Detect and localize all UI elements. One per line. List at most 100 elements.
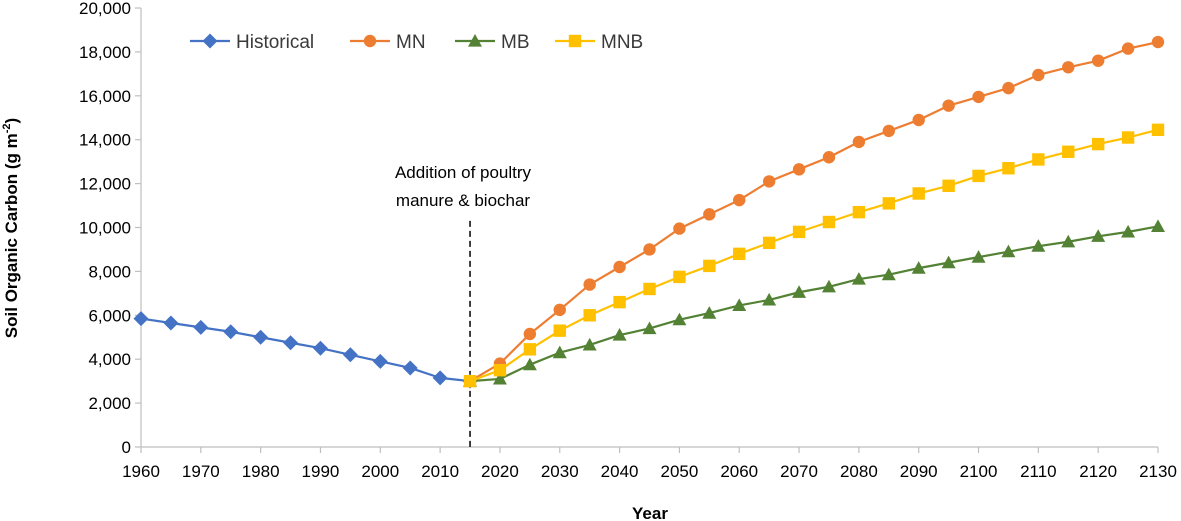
data-point-mnb bbox=[1032, 153, 1045, 166]
data-point-historical bbox=[342, 347, 358, 363]
data-point-mn bbox=[553, 303, 566, 317]
data-point-historical bbox=[253, 329, 269, 345]
x-tick-label: 2070 bbox=[780, 462, 818, 481]
legend-marker-mn bbox=[363, 34, 377, 48]
x-tick-label: 2100 bbox=[960, 462, 998, 481]
data-point-historical bbox=[193, 319, 209, 335]
data-point-mn bbox=[762, 175, 776, 188]
y-tick-label: 8,000 bbox=[88, 262, 131, 281]
data-point-mn bbox=[1002, 81, 1015, 95]
x-tick-label: 2090 bbox=[900, 462, 938, 481]
data-point-mnb bbox=[942, 179, 955, 192]
data-point-mb bbox=[702, 306, 717, 319]
y-axis-title: Soil Organic Carbon (g m-2) bbox=[1, 118, 21, 338]
data-point-mb bbox=[1151, 219, 1165, 233]
data-point-mnb bbox=[1002, 162, 1015, 175]
data-point-mnb bbox=[673, 270, 686, 284]
legend-marker-mb bbox=[468, 34, 482, 47]
data-point-mn bbox=[1121, 42, 1135, 55]
series-line-mb bbox=[469, 225, 1159, 383]
y-tick-label: 20,000 bbox=[79, 0, 131, 18]
x-tick-label: 2030 bbox=[541, 462, 579, 481]
data-point-mnb bbox=[972, 169, 985, 183]
y-tick-label: 2,000 bbox=[88, 394, 131, 413]
x-tick-label: 2130 bbox=[1139, 462, 1177, 481]
data-point-mn bbox=[643, 243, 656, 256]
y-axis-title-close: ) bbox=[2, 118, 21, 124]
y-axis-title-main: Soil Organic Carbon (g m bbox=[2, 133, 21, 338]
data-point-mnb bbox=[553, 324, 566, 337]
data-point-mnb bbox=[762, 236, 776, 250]
data-point-mn bbox=[942, 99, 955, 112]
data-point-mb bbox=[941, 255, 956, 269]
data-point-mnb bbox=[493, 363, 507, 377]
data-point-historical bbox=[402, 360, 418, 376]
legend: Historical MN MB MNB bbox=[190, 32, 643, 53]
data-point-mn bbox=[523, 327, 537, 341]
x-tick-label: 2080 bbox=[840, 462, 878, 481]
series-mnb bbox=[463, 123, 1165, 388]
ticks-layer: 0 2,000 4,000 6,000 8,000 10,000 12,000 14,000 1… bbox=[79, 0, 1177, 481]
data-point-mnb bbox=[463, 374, 477, 388]
data-point-mnb bbox=[703, 259, 716, 273]
data-point-mb bbox=[1031, 239, 1046, 252]
data-point-mnb bbox=[792, 225, 806, 239]
y-tick-label: 14,000 bbox=[79, 131, 131, 150]
data-point-mb bbox=[522, 357, 537, 371]
data-point-mb bbox=[552, 345, 567, 359]
x-tick-label: 2120 bbox=[1079, 462, 1117, 481]
data-point-mn bbox=[1032, 68, 1045, 82]
annotation-text-line-2: manure & biochar bbox=[396, 191, 531, 210]
data-point-mb bbox=[582, 337, 597, 351]
data-point-mn bbox=[972, 90, 985, 104]
data-point-mb bbox=[492, 371, 507, 385]
legend-label-mnb: MNB bbox=[601, 32, 643, 53]
legend-item-mn: MN bbox=[350, 32, 426, 53]
data-point-mnb bbox=[1091, 137, 1105, 151]
legend-label-mn: MN bbox=[396, 32, 426, 53]
x-tick-label: 2040 bbox=[601, 462, 639, 481]
legend-item-mnb: MNB bbox=[555, 32, 643, 53]
data-point-mb bbox=[732, 298, 747, 312]
data-point-mb bbox=[911, 261, 926, 274]
series-mn bbox=[463, 35, 1165, 388]
series-layer bbox=[133, 35, 1165, 389]
y-tick-label: 16,000 bbox=[79, 87, 131, 106]
data-point-mnb bbox=[523, 343, 537, 356]
data-point-mnb bbox=[643, 282, 656, 296]
legend-marker-mnb bbox=[568, 34, 582, 48]
data-point-mb bbox=[1121, 224, 1136, 238]
x-tick-label: 1990 bbox=[302, 462, 340, 481]
annotation-text-line-1: Addition of poultry bbox=[395, 163, 532, 182]
data-point-mnb bbox=[912, 187, 925, 200]
legend-marker-historical bbox=[202, 33, 218, 49]
data-point-mb bbox=[881, 267, 896, 281]
x-tick-label: 2060 bbox=[720, 462, 758, 481]
legend-label-historical: Historical bbox=[236, 32, 314, 53]
data-point-mn bbox=[673, 222, 686, 235]
data-point-mn bbox=[703, 208, 716, 221]
data-point-historical bbox=[163, 315, 179, 331]
data-point-mb bbox=[612, 328, 627, 341]
data-point-mnb bbox=[613, 295, 626, 309]
data-point-mnb bbox=[583, 309, 596, 322]
y-tick-label: 6,000 bbox=[88, 306, 131, 325]
data-point-mb bbox=[762, 292, 777, 306]
data-point-mnb bbox=[1121, 131, 1135, 144]
y-tick-label: 4,000 bbox=[88, 350, 131, 369]
x-tick-label: 2110 bbox=[1020, 462, 1057, 481]
legend-label-mb: MB bbox=[501, 32, 530, 53]
data-point-mnb bbox=[852, 205, 866, 219]
data-point-mn bbox=[822, 151, 836, 164]
data-point-mn bbox=[1062, 61, 1075, 74]
data-point-mb bbox=[821, 279, 836, 293]
data-point-mb bbox=[792, 285, 807, 298]
data-point-mb bbox=[1001, 244, 1016, 258]
y-tick-label: 18,000 bbox=[79, 43, 131, 62]
x-axis-title: Year bbox=[632, 504, 668, 521]
series-line-historical bbox=[140, 317, 471, 383]
data-point-mnb bbox=[1062, 145, 1075, 158]
x-tick-label: 1960 bbox=[122, 462, 160, 481]
data-point-mnb bbox=[882, 197, 895, 210]
